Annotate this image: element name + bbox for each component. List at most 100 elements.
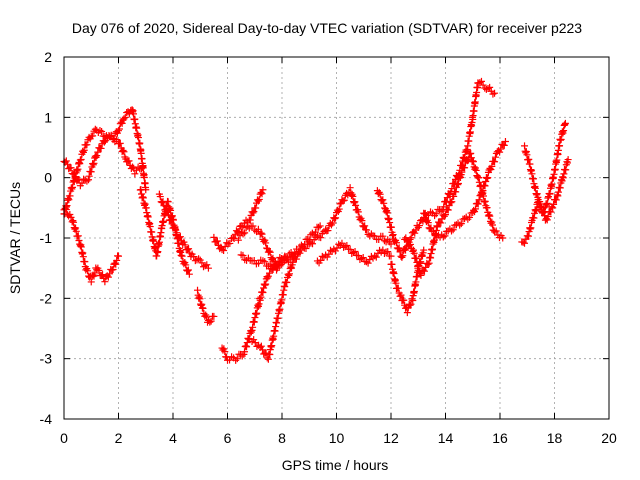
x-tick-label: 18 xyxy=(547,430,563,446)
data-point xyxy=(292,252,300,260)
data-point xyxy=(238,352,246,360)
data-point xyxy=(159,198,167,206)
data-point xyxy=(101,278,109,286)
data-point xyxy=(190,253,198,261)
data-point xyxy=(136,139,144,147)
data-point xyxy=(346,245,354,253)
data-point xyxy=(439,233,447,241)
data-point xyxy=(472,166,480,174)
data-point xyxy=(116,139,124,147)
data-point xyxy=(249,209,257,217)
data-point xyxy=(491,89,499,97)
y-tick-label: -4 xyxy=(40,411,53,427)
data-point xyxy=(415,222,423,230)
data-point xyxy=(525,155,533,163)
data-point xyxy=(524,232,532,240)
data-point xyxy=(399,252,407,260)
data-point xyxy=(415,262,423,270)
data-point xyxy=(93,152,101,160)
data-point xyxy=(241,348,249,356)
data-point xyxy=(366,255,374,263)
data-point xyxy=(233,355,241,363)
data-point xyxy=(109,266,117,274)
data-point xyxy=(556,184,564,192)
data-point xyxy=(131,170,139,178)
data-point xyxy=(554,192,562,200)
data-point xyxy=(392,239,400,247)
data-point xyxy=(309,240,317,248)
data-point xyxy=(87,168,95,176)
data-point xyxy=(454,179,462,187)
data-point xyxy=(236,232,244,240)
data-point xyxy=(544,213,552,221)
data-point xyxy=(262,239,270,247)
data-point xyxy=(71,169,79,177)
y-tick-label: 2 xyxy=(44,49,52,65)
data-point xyxy=(113,136,121,144)
data-point xyxy=(561,121,569,129)
data-point xyxy=(347,192,355,200)
data-point xyxy=(557,136,565,144)
x-tick-label: 14 xyxy=(438,430,454,446)
data-point xyxy=(120,115,128,123)
data-point xyxy=(115,252,122,260)
data-point xyxy=(199,304,207,312)
data-point xyxy=(467,149,475,157)
data-point xyxy=(376,190,384,198)
data-point xyxy=(532,206,540,214)
data-point xyxy=(250,336,258,344)
data-point xyxy=(407,300,415,308)
x-tick-label: 20 xyxy=(601,430,617,446)
data-point xyxy=(119,146,127,154)
data-point xyxy=(442,211,449,219)
data-point xyxy=(324,227,332,235)
data-point xyxy=(395,244,403,252)
data-point xyxy=(257,342,265,350)
data-point xyxy=(398,253,406,261)
data-point xyxy=(411,229,419,237)
data-point xyxy=(250,208,258,216)
data-point xyxy=(139,194,147,202)
data-point xyxy=(403,309,411,317)
data-point xyxy=(477,77,485,85)
data-point xyxy=(89,161,97,169)
data-point xyxy=(561,119,569,127)
data-point xyxy=(418,252,426,260)
data-point xyxy=(234,236,242,244)
data-point xyxy=(331,215,339,223)
data-point xyxy=(207,317,215,325)
data-point xyxy=(432,210,440,218)
data-point xyxy=(137,186,145,194)
data-point xyxy=(83,177,91,185)
data-point xyxy=(499,234,507,242)
data-point xyxy=(98,127,106,135)
data-point xyxy=(361,222,369,230)
data-point xyxy=(487,166,495,174)
data-point xyxy=(530,214,538,222)
data-point xyxy=(82,266,90,274)
data-point xyxy=(549,204,557,212)
data-point xyxy=(536,198,544,206)
data-point xyxy=(195,255,203,263)
x-tick-label: 2 xyxy=(115,430,123,446)
data-point xyxy=(85,176,93,184)
data-point xyxy=(125,157,133,165)
data-point xyxy=(484,174,492,182)
data-point xyxy=(243,339,251,347)
data-point xyxy=(457,220,465,228)
data-point xyxy=(447,227,455,235)
series-track-g xyxy=(210,186,267,255)
data-point xyxy=(70,218,78,226)
series-track-f xyxy=(194,286,218,326)
data-point xyxy=(137,165,145,173)
data-point xyxy=(230,234,238,242)
series-track-k xyxy=(237,251,300,272)
data-point xyxy=(77,155,85,163)
data-point xyxy=(91,125,99,133)
data-point xyxy=(335,205,343,213)
data-point xyxy=(387,252,395,260)
series-track-p xyxy=(401,149,507,279)
data-point xyxy=(185,245,193,253)
